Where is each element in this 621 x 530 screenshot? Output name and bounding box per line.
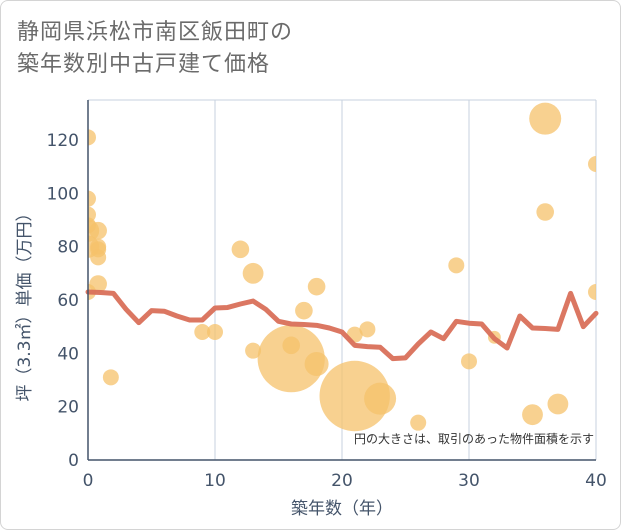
x-tick-label-10: 10: [204, 471, 226, 491]
bubble-group: [88, 102, 596, 432]
bubble-12: [102, 369, 119, 386]
tick-labels: 0 10 20 30 40 0 20 40 60 80 100 120: [47, 131, 607, 491]
bubble-36: [588, 284, 596, 300]
bubble-16: [242, 262, 264, 284]
bubble-28: [448, 257, 465, 274]
bubble-7: [89, 221, 107, 240]
bubble-25: [359, 321, 376, 338]
bubble-24: [319, 360, 390, 432]
y-tick-label-120: 120: [47, 131, 79, 151]
trend-line-series: [85, 289, 599, 362]
chart-title-line1: 静岡県浜松市南区飯田町の: [17, 20, 294, 45]
bubble-11: [89, 275, 107, 293]
bubble-27: [410, 414, 427, 431]
bubble-17: [245, 342, 262, 359]
average-price-trend-line: [85, 289, 599, 362]
y-tick-label-60: 60: [57, 291, 79, 311]
bubble-0: [88, 129, 96, 146]
axes: [87, 100, 596, 461]
y-tick-label-0: 0: [68, 451, 79, 471]
y-tick-label-20: 20: [57, 398, 79, 418]
bubble-19: [282, 336, 301, 355]
bubble-22: [304, 352, 329, 376]
y-tick-label-80: 80: [57, 238, 79, 258]
bubble-32: [529, 102, 562, 135]
x-tick-label-0: 0: [83, 471, 94, 491]
bubble-15: [231, 240, 250, 259]
bubble-33: [536, 203, 554, 221]
bubble-1: [88, 190, 96, 207]
chart-title-line2: 築年数別中古戸建て価格: [17, 52, 271, 77]
bubble-14: [207, 324, 223, 340]
bubble-18: [257, 325, 325, 393]
y-axis-label: 坪（3.3㎡）単価（万円）: [15, 204, 35, 401]
bubble-35: [588, 156, 596, 172]
bubble-31: [522, 404, 543, 426]
x-tick-label-30: 30: [458, 471, 480, 491]
x-tick-label-20: 20: [331, 471, 353, 491]
x-axis-label: 築年数（年）: [291, 499, 393, 519]
bubble-26: [364, 382, 397, 415]
y-tick-label-100: 100: [47, 184, 79, 204]
chart-title: 静岡県浜松市南区飯田町の 築年数別中古戸建て価格: [17, 17, 293, 81]
bubble-13: [194, 324, 211, 340]
bubble-series: [88, 102, 596, 432]
x-tick-label-40: 40: [585, 471, 607, 491]
bubble-21: [307, 277, 326, 296]
y-tick-label-40: 40: [57, 344, 79, 364]
bubble-34: [547, 393, 569, 415]
bubble-20: [295, 301, 313, 320]
bubble-10: [90, 249, 107, 266]
bubble-size-note: 円の大きさは、取引のあった物件面積を示す: [354, 431, 594, 446]
bubble-29: [461, 353, 477, 370]
